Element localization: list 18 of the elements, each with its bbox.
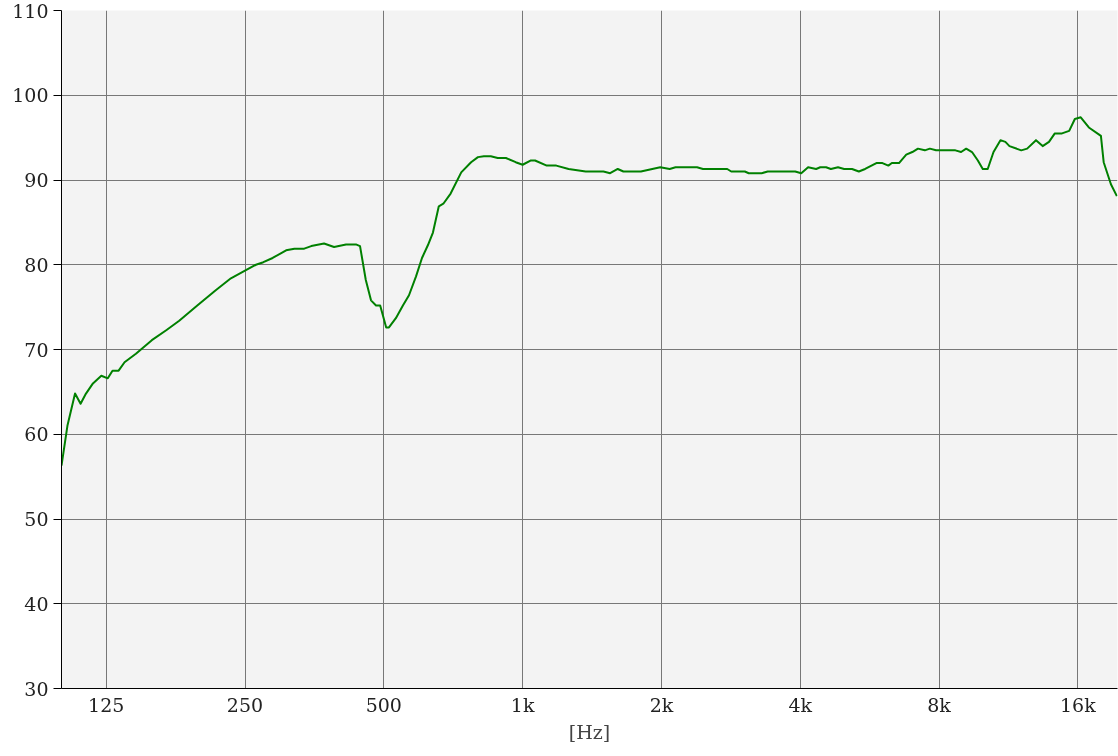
y-tick-label: 50 bbox=[24, 508, 49, 530]
x-tick-label: 2k bbox=[649, 693, 674, 716]
x-tick-label: 16k bbox=[1060, 693, 1097, 716]
y-tick-label: 80 bbox=[24, 253, 49, 276]
x-tick-label: 1k bbox=[510, 693, 535, 716]
x-tick-label: 125 bbox=[88, 693, 125, 716]
y-tick-label: 70 bbox=[24, 338, 49, 361]
x-axis-title: [Hz] bbox=[568, 720, 611, 743]
y-tick-label: 90 bbox=[24, 169, 49, 191]
x-tick-label: 8k bbox=[927, 693, 952, 716]
y-tick-label: 30 bbox=[24, 677, 49, 700]
y-tick-label: 60 bbox=[24, 423, 49, 446]
x-tick-label: 4k bbox=[788, 693, 813, 716]
x-tick-label: 250 bbox=[226, 693, 264, 716]
y-tick-label: 40 bbox=[24, 592, 49, 615]
y-tick-label: 110 bbox=[12, 0, 49, 22]
x-tick-label: 500 bbox=[365, 693, 402, 716]
y-tick-label: 100 bbox=[12, 84, 49, 107]
